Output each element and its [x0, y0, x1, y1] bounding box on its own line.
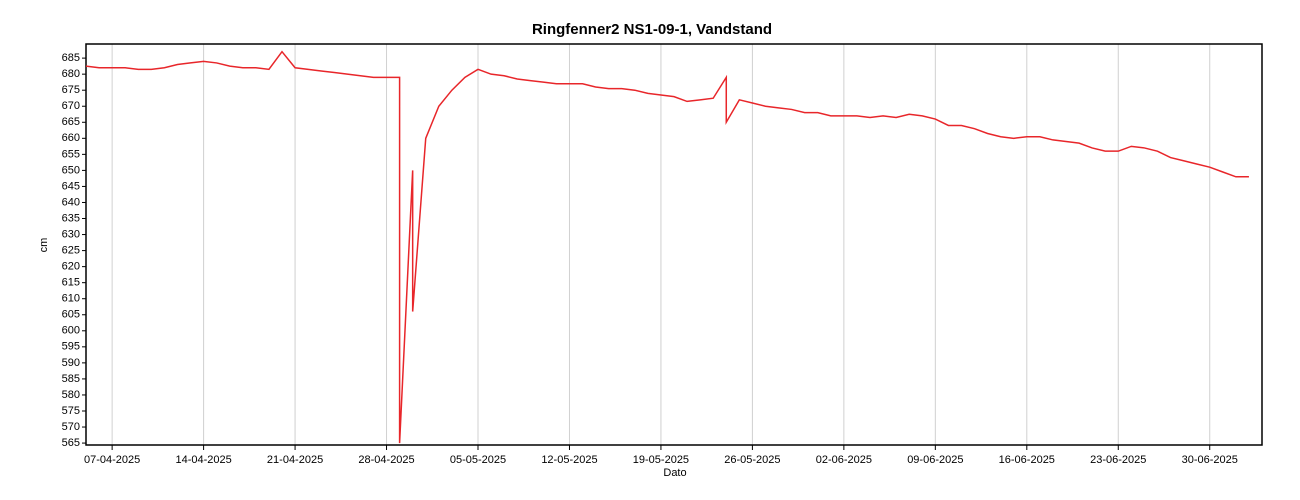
- y-tick-label: 610: [62, 293, 80, 305]
- y-tick-label: 585: [62, 373, 80, 385]
- y-tick-label: 580: [62, 389, 80, 401]
- chart-title: Ringfenner2 NS1-09-1, Vandstand: [532, 21, 772, 38]
- x-tick-label: 23-06-2025: [1090, 454, 1146, 466]
- x-tick-label: 26-05-2025: [724, 454, 780, 466]
- y-tick-label: 590: [62, 357, 80, 369]
- x-tick-label: 28-04-2025: [358, 454, 414, 466]
- y-tick-label: 620: [62, 261, 80, 273]
- x-tick-label: 12-05-2025: [541, 454, 597, 466]
- y-tick-label: 670: [62, 100, 80, 112]
- x-tick-label: 19-05-2025: [633, 454, 689, 466]
- y-tick-label: 615: [62, 277, 80, 289]
- y-tick-label: 640: [62, 196, 80, 208]
- data-line: [85, 50, 1249, 444]
- y-tick-label: 565: [62, 437, 80, 449]
- y-axis-label: cm: [38, 238, 50, 253]
- y-tick-label: 570: [62, 421, 80, 433]
- y-tick-label: 600: [62, 325, 80, 337]
- plot-frame: [85, 43, 1263, 446]
- y-tick-label: 665: [62, 116, 80, 128]
- x-tick-label: 02-06-2025: [816, 454, 872, 466]
- y-tick-label: 625: [62, 245, 80, 257]
- y-tick-label: 680: [62, 68, 80, 80]
- x-tick-label: 16-06-2025: [999, 454, 1055, 466]
- y-tick-label: 595: [62, 341, 80, 353]
- x-tick-label: 21-04-2025: [267, 454, 323, 466]
- y-tick-label: 635: [62, 212, 80, 224]
- x-tick-label: 05-05-2025: [450, 454, 506, 466]
- x-tick-label: 07-04-2025: [84, 454, 140, 466]
- y-tick-label: 630: [62, 228, 80, 240]
- y-tick-label: 575: [62, 405, 80, 417]
- x-axis-label: Dato: [663, 467, 686, 479]
- y-tick-label: 655: [62, 148, 80, 160]
- y-tick-label: 645: [62, 180, 80, 192]
- x-tick-label: 09-06-2025: [907, 454, 963, 466]
- y-tick-label: 685: [62, 52, 80, 64]
- y-tick-label: 660: [62, 132, 80, 144]
- y-tick-label: 675: [62, 84, 80, 96]
- y-tick-label: 605: [62, 309, 80, 321]
- x-tick-label: 30-06-2025: [1182, 454, 1238, 466]
- y-tick-label: 650: [62, 164, 80, 176]
- x-tick-label: 14-04-2025: [175, 454, 231, 466]
